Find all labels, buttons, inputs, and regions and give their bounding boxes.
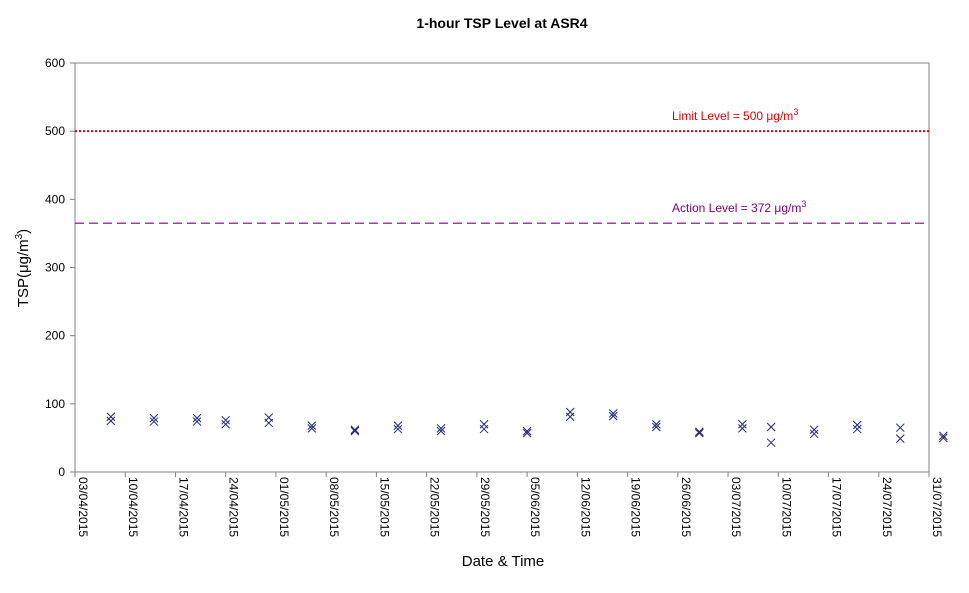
x-tick-label: 17/07/2015 (830, 477, 844, 537)
y-tick-label: 200 (45, 329, 65, 343)
y-tick-label: 600 (45, 56, 65, 70)
y-tick-label: 400 (45, 192, 65, 206)
data-point (809, 425, 819, 435)
x-tick-label: 12/06/2015 (578, 477, 592, 537)
data-point (565, 412, 575, 422)
y-tick-label: 500 (45, 124, 65, 138)
x-tick-label: 01/05/2015 (277, 477, 291, 537)
data-point (852, 424, 862, 434)
chart-title: 1-hour TSP Level at ASR4 (416, 15, 587, 31)
data-point (393, 424, 403, 434)
reference-line-label: Limit Level = 500 μg/m3 (672, 107, 798, 123)
y-axis: 0 100 200 300 400 500 600 (45, 56, 75, 479)
data-point (192, 417, 202, 426)
x-tick-label: 03/07/2015 (729, 477, 743, 537)
data-point (766, 438, 776, 448)
data-point (264, 418, 274, 428)
data-point (522, 428, 532, 438)
x-tick-label: 15/05/2015 (377, 477, 391, 537)
data-point (809, 429, 819, 439)
x-tick-label: 24/04/2015 (227, 477, 241, 537)
data-point (479, 424, 489, 434)
plot-area (74, 62, 930, 473)
data-point (221, 419, 231, 429)
data-point (106, 412, 116, 422)
data-point (307, 421, 317, 431)
data-point (436, 424, 446, 433)
data-point (149, 413, 159, 423)
y-axis-title-main: TSP(μg/m (15, 239, 32, 307)
data-point (307, 424, 317, 433)
data-point (938, 433, 948, 443)
data-point (350, 426, 360, 436)
y-tick-label: 0 (58, 465, 65, 479)
data-point (694, 427, 704, 437)
reference-line-label: Action Level = 372 μg/m3 (672, 199, 806, 215)
data-point (651, 419, 661, 429)
x-tick-label: 19/06/2015 (629, 477, 643, 537)
reference-lines: Limit Level = 500 μg/m3 Action Level = 37… (75, 107, 929, 224)
data-point (895, 434, 905, 443)
data-points (106, 407, 948, 448)
x-tick-label: 24/07/2015 (880, 477, 894, 537)
data-point (766, 422, 776, 432)
x-tick-label: 10/04/2015 (126, 477, 140, 537)
data-point (694, 428, 704, 438)
x-tick-label: 26/06/2015 (679, 477, 693, 537)
y-tick-label: 300 (45, 261, 65, 275)
y-tick-label: 100 (45, 397, 65, 411)
data-point (608, 411, 618, 421)
x-tick-label: 08/05/2015 (327, 477, 341, 537)
data-point (738, 419, 747, 429)
x-tick-label: 17/04/2015 (176, 477, 190, 537)
y-axis-title-end: ) (15, 229, 32, 234)
x-tick-label: 05/06/2015 (528, 477, 542, 537)
data-point (393, 421, 403, 431)
data-point (221, 415, 231, 425)
x-tick-label: 22/05/2015 (428, 477, 442, 537)
data-point (522, 426, 532, 436)
data-point (106, 416, 116, 426)
x-tick-label: 03/04/2015 (76, 477, 90, 537)
y-axis-title: TSP(μg/m3) (14, 229, 32, 307)
data-point (738, 424, 747, 433)
data-point (852, 420, 862, 430)
data-point (895, 423, 905, 433)
data-point (192, 413, 202, 423)
x-axis-title: Date & Time (462, 553, 545, 570)
data-point (436, 426, 446, 436)
x-tick-label: 10/07/2015 (779, 477, 793, 537)
y-axis-title-sup: 3 (14, 233, 25, 239)
data-point (149, 417, 159, 426)
x-axis: 03/04/2015 10/04/2015 17/04/2015 24/04/2015… (74, 472, 944, 537)
x-tick-label: 29/05/2015 (478, 477, 492, 537)
data-point (651, 422, 661, 432)
x-tick-label: 31/07/2015 (930, 477, 944, 537)
data-point (608, 409, 618, 418)
data-point (350, 425, 360, 435)
data-point (938, 431, 948, 441)
